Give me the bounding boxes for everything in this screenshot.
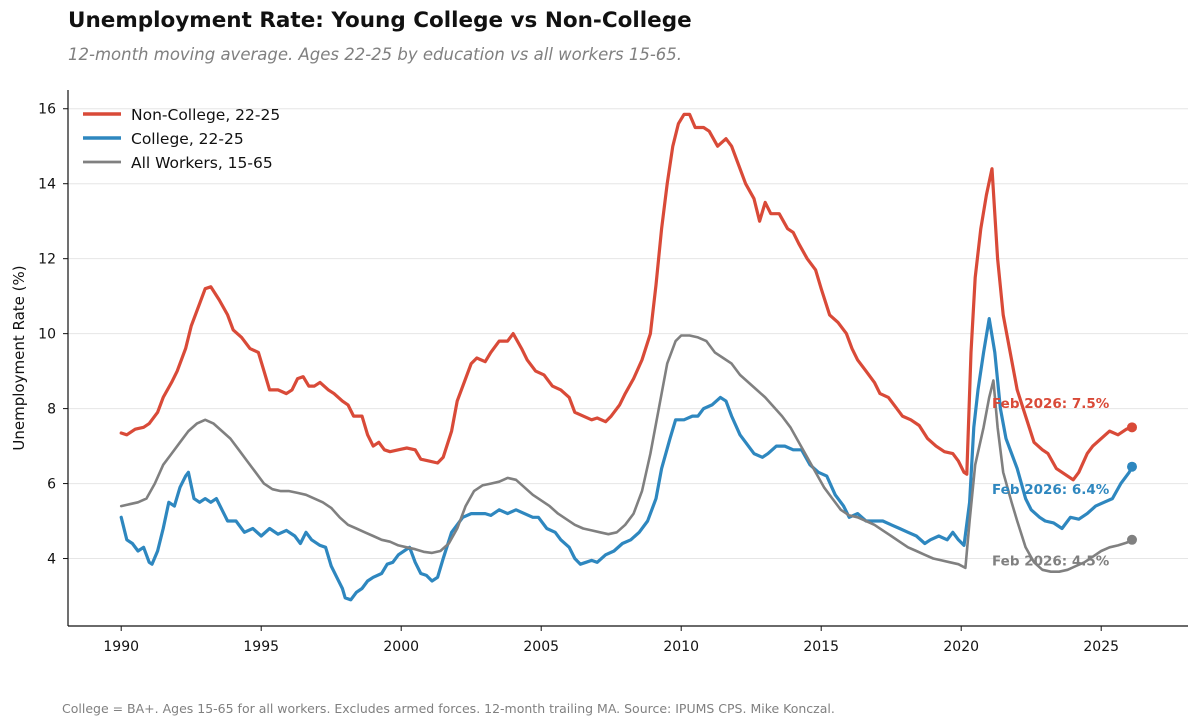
x-tick-label: 2010 <box>663 639 699 655</box>
series-end-point-2 <box>1127 534 1137 545</box>
y-tick-label: 10 <box>38 327 56 343</box>
series-lines <box>119 112 1137 602</box>
y-tick-label: 8 <box>47 402 56 418</box>
series-line-2 <box>119 334 1134 573</box>
x-tick-label: 2015 <box>803 639 839 655</box>
x-tick-label: 2025 <box>1083 639 1119 655</box>
tick-labels: 4 6 8 10 12 14 16 1990 1995 2000 2005 2010 2015 2020 2… <box>38 102 1119 655</box>
chart-title: Unemployment Rate: Young College vs Non-… <box>68 8 692 33</box>
axes <box>63 90 1188 631</box>
x-tick-label: 1990 <box>103 639 139 655</box>
end-annotation-2: Feb 2026: 4.5% <box>992 553 1110 569</box>
gridlines <box>68 108 1188 560</box>
series-end-point-0 <box>1127 422 1137 433</box>
footnote: College = BA+. Ages 15-65 for all worker… <box>62 701 835 716</box>
y-tick-label: 16 <box>38 102 56 118</box>
y-tick-label: 6 <box>47 477 56 493</box>
legend-label-1: College, 22-25 <box>131 130 244 148</box>
chart-subtitle: 12-month moving average. Ages 22-25 by e… <box>68 45 683 64</box>
series-end-point-1 <box>1127 461 1137 472</box>
line-chart: 4 6 8 10 12 14 16 1990 1995 2000 2005 2010 2015 2020 2… <box>10 90 1188 655</box>
legend: Non-College, 22-25 College, 22-25 All Work… <box>83 106 280 172</box>
legend-label-2: All Workers, 15-65 <box>131 154 273 172</box>
x-tick-label: 2020 <box>943 639 979 655</box>
x-tick-label: 2000 <box>383 639 419 655</box>
x-tick-label: 1995 <box>243 639 279 655</box>
legend-label-0: Non-College, 22-25 <box>131 106 280 124</box>
end-annotation-1: Feb 2026: 6.4% <box>992 482 1110 498</box>
series-line-0 <box>119 112 1134 482</box>
y-tick-label: 4 <box>47 552 56 568</box>
x-tick-label: 2005 <box>523 639 559 655</box>
end-annotations: Feb 2026: 7.5% Feb 2026: 6.4% Feb 2026: 4.… <box>992 396 1110 569</box>
y-tick-label: 14 <box>38 177 56 193</box>
y-axis-title: Unemployment Rate (%) <box>10 265 28 450</box>
series-line-1 <box>119 317 1134 602</box>
y-tick-label: 12 <box>38 252 56 268</box>
end-annotation-0: Feb 2026: 7.5% <box>992 396 1110 412</box>
